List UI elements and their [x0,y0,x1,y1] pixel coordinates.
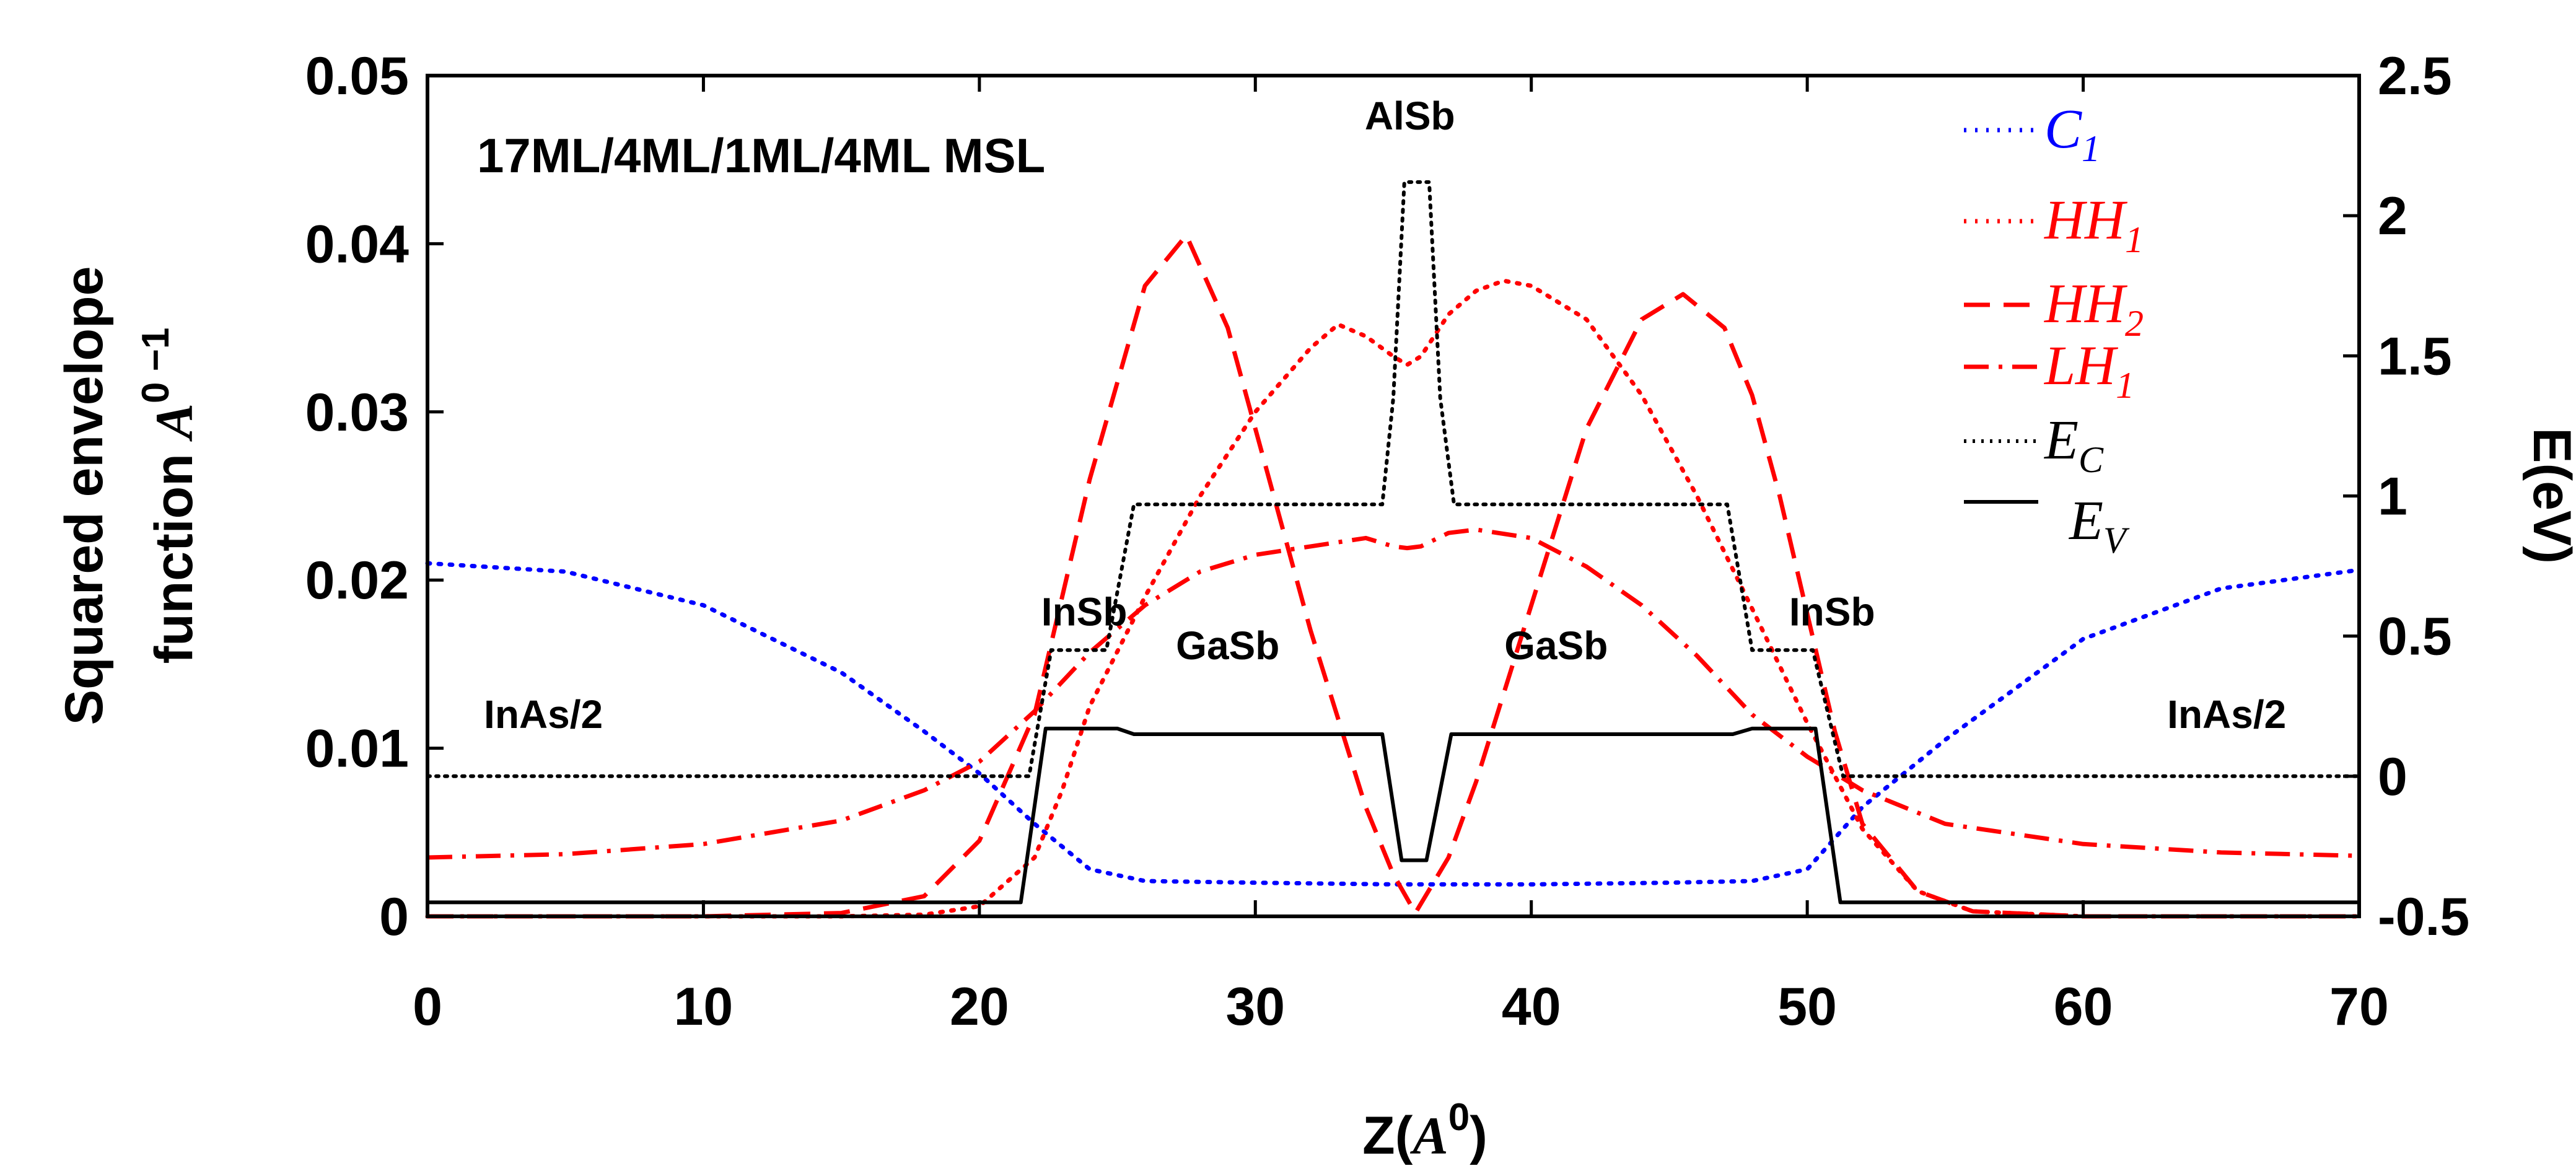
x-axis-title-prefix: Z( [1362,1106,1413,1165]
legend-label: C1 [2044,99,2100,169]
x-axis-title: Z(A0) [1362,1096,1487,1165]
series-line-ec [426,180,2361,778]
y2-tick-label: 0 [2378,747,2407,807]
y-axis-title-italic: A [144,403,204,442]
series-line-ev [427,726,2359,905]
x-tick-label: 0 [413,977,442,1037]
y-tick-label: 0.05 [305,46,409,106]
chart-title: 17ML/4ML/1ML/4ML MSL [477,128,1045,183]
tick-layer: 0 10 20 30 40 50 60 7000.010.020.030.040.05-0.5… [305,46,2470,1037]
series-layer [425,180,2362,919]
x-tick-label: 10 [674,977,734,1037]
annotation-label: GaSb [1504,623,1608,668]
x-axis-title-italic: A [1409,1106,1448,1165]
annotation-label: InSb [1041,589,1128,634]
y-axis-title-line2-prefix: function [144,439,204,664]
y-tick-label: 0 [379,887,409,947]
y-tick-label: 0.02 [305,551,409,610]
annotation-label: GaSb [1176,623,1279,668]
y2-tick-label: 1.5 [2378,327,2452,386]
x-axis-title-sup: 0 [1448,1096,1470,1139]
x-tick-label: 40 [1502,977,1561,1037]
series-line-hh2 [427,233,2359,919]
y-axis-title-line1: Squared envelope [55,266,114,726]
series-line-lh1 [427,527,2360,860]
annotation-label: InSb [1789,589,1875,634]
y2-axis-title: E(eV) [2522,428,2576,564]
y2-tick-label: 2.5 [2378,46,2452,106]
legend-label: EC [2043,410,2104,480]
annotations: AlSb InSb GaSb GaSb InSb InAs/2 InAs/2 [484,94,2286,737]
y2-tick-label: 2 [2378,186,2407,246]
annotation-label: InAs/2 [484,692,603,737]
series-line-c1 [425,561,2362,887]
y-tick-label: 0.03 [305,383,409,442]
annotation-label: AlSb [1365,94,1455,138]
x-tick-label: 30 [1225,977,1285,1037]
x-tick-label: 20 [950,977,1009,1037]
legend-label: HH1 [2044,190,2144,260]
legend-label: HH2 [2044,273,2144,344]
legend-label: LH1 [2043,335,2134,406]
legend-label: EV [2068,490,2130,561]
x-tick-label: 50 [1777,977,1837,1037]
y-tick-label: 0.04 [305,214,410,274]
y-axis-title-sup: 0 −1 [134,328,177,403]
x-axis-title-suffix: ) [1470,1106,1487,1165]
annotation-label: InAs/2 [2167,692,2286,737]
y2-tick-label: -0.5 [2378,887,2469,947]
y-tick-label: 0.01 [305,719,409,779]
y2-tick-label: 0.5 [2378,607,2452,667]
x-tick-label: 60 [2054,977,2113,1037]
y-axis-title-line2: function A0 −1 [134,328,204,664]
x-tick-label: 70 [2329,977,2389,1037]
y2-tick-label: 1 [2378,467,2407,527]
